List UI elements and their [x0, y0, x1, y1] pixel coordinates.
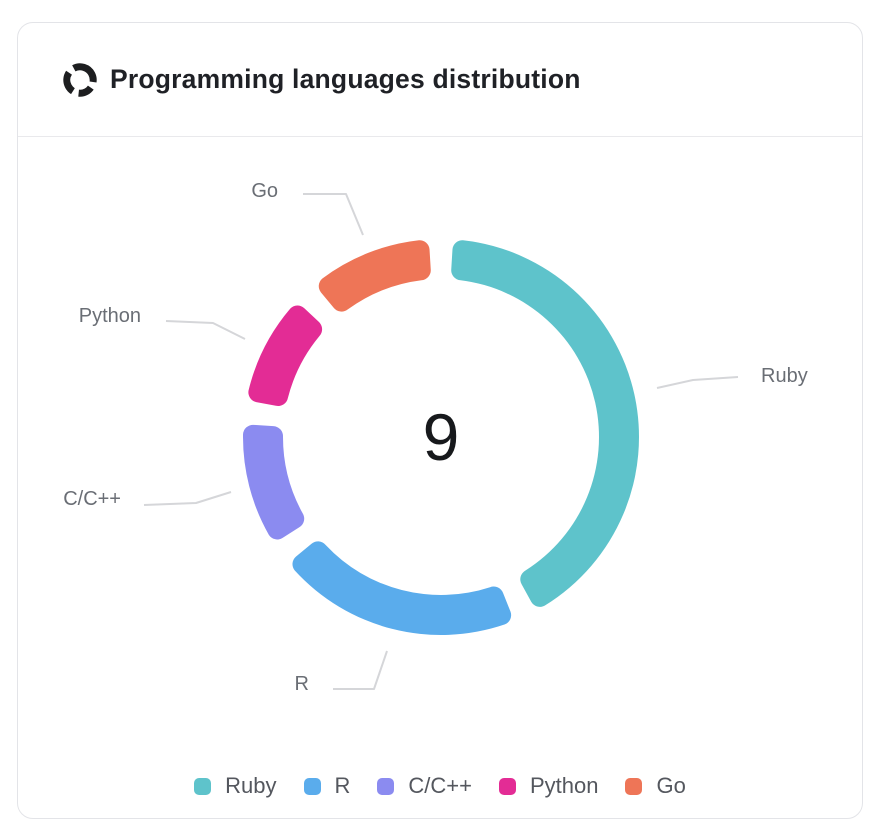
- donut-segment-r[interactable]: [292, 541, 512, 636]
- legend-label-python: Python: [529, 773, 599, 798]
- legend-item-go[interactable]: Go: [625, 773, 686, 799]
- connector-go: [303, 193, 364, 236]
- callout-label-ruby: Ruby: [761, 365, 808, 387]
- legend-swatch-ruby: [194, 777, 212, 795]
- donut-segment-c-c-[interactable]: [243, 424, 305, 540]
- legend-swatch-r: [303, 777, 321, 795]
- callout-label-cpp: C/C++: [63, 488, 121, 510]
- chart-region: Go Python C/C++ R Ruby 9 Ruby R C/C++: [18, 137, 862, 817]
- page-title: Programming languages distribution: [110, 64, 581, 94]
- connector-r: [333, 650, 388, 690]
- callout-label-go: Go: [251, 180, 278, 202]
- donut-segment-ruby[interactable]: [451, 240, 639, 607]
- callout-label-python: Python: [79, 305, 141, 327]
- connector-cpp: [143, 491, 232, 506]
- legend: Ruby R C/C++ Python Go: [18, 773, 862, 799]
- language-distribution-card: Programming languages distribution Go Py…: [17, 22, 863, 819]
- legend-item-r[interactable]: R: [303, 773, 351, 799]
- legend-swatch-cpp: [377, 777, 395, 795]
- legend-item-python[interactable]: Python: [498, 773, 599, 799]
- callout-label-r: R: [295, 673, 309, 695]
- card-header: Programming languages distribution: [18, 23, 862, 137]
- legend-label-cpp: C/C++: [408, 773, 472, 798]
- legend-item-cpp[interactable]: C/C++: [377, 773, 472, 799]
- legend-item-ruby[interactable]: Ruby: [194, 773, 277, 799]
- legend-label-ruby: Ruby: [225, 773, 277, 798]
- connector-python: [165, 320, 246, 340]
- donut-segment-go[interactable]: [318, 240, 431, 312]
- legend-label-go: Go: [656, 773, 686, 798]
- legend-swatch-go: [625, 777, 643, 795]
- donut-chart: Go Python C/C++ R Ruby 9: [63, 180, 808, 695]
- legend-swatch-python: [498, 777, 516, 795]
- legend-label-r: R: [334, 773, 351, 798]
- donut-chart-icon: [63, 62, 97, 97]
- donut-segment-python[interactable]: [248, 305, 323, 407]
- connector-ruby: [656, 376, 739, 389]
- center-total: 9: [423, 400, 460, 474]
